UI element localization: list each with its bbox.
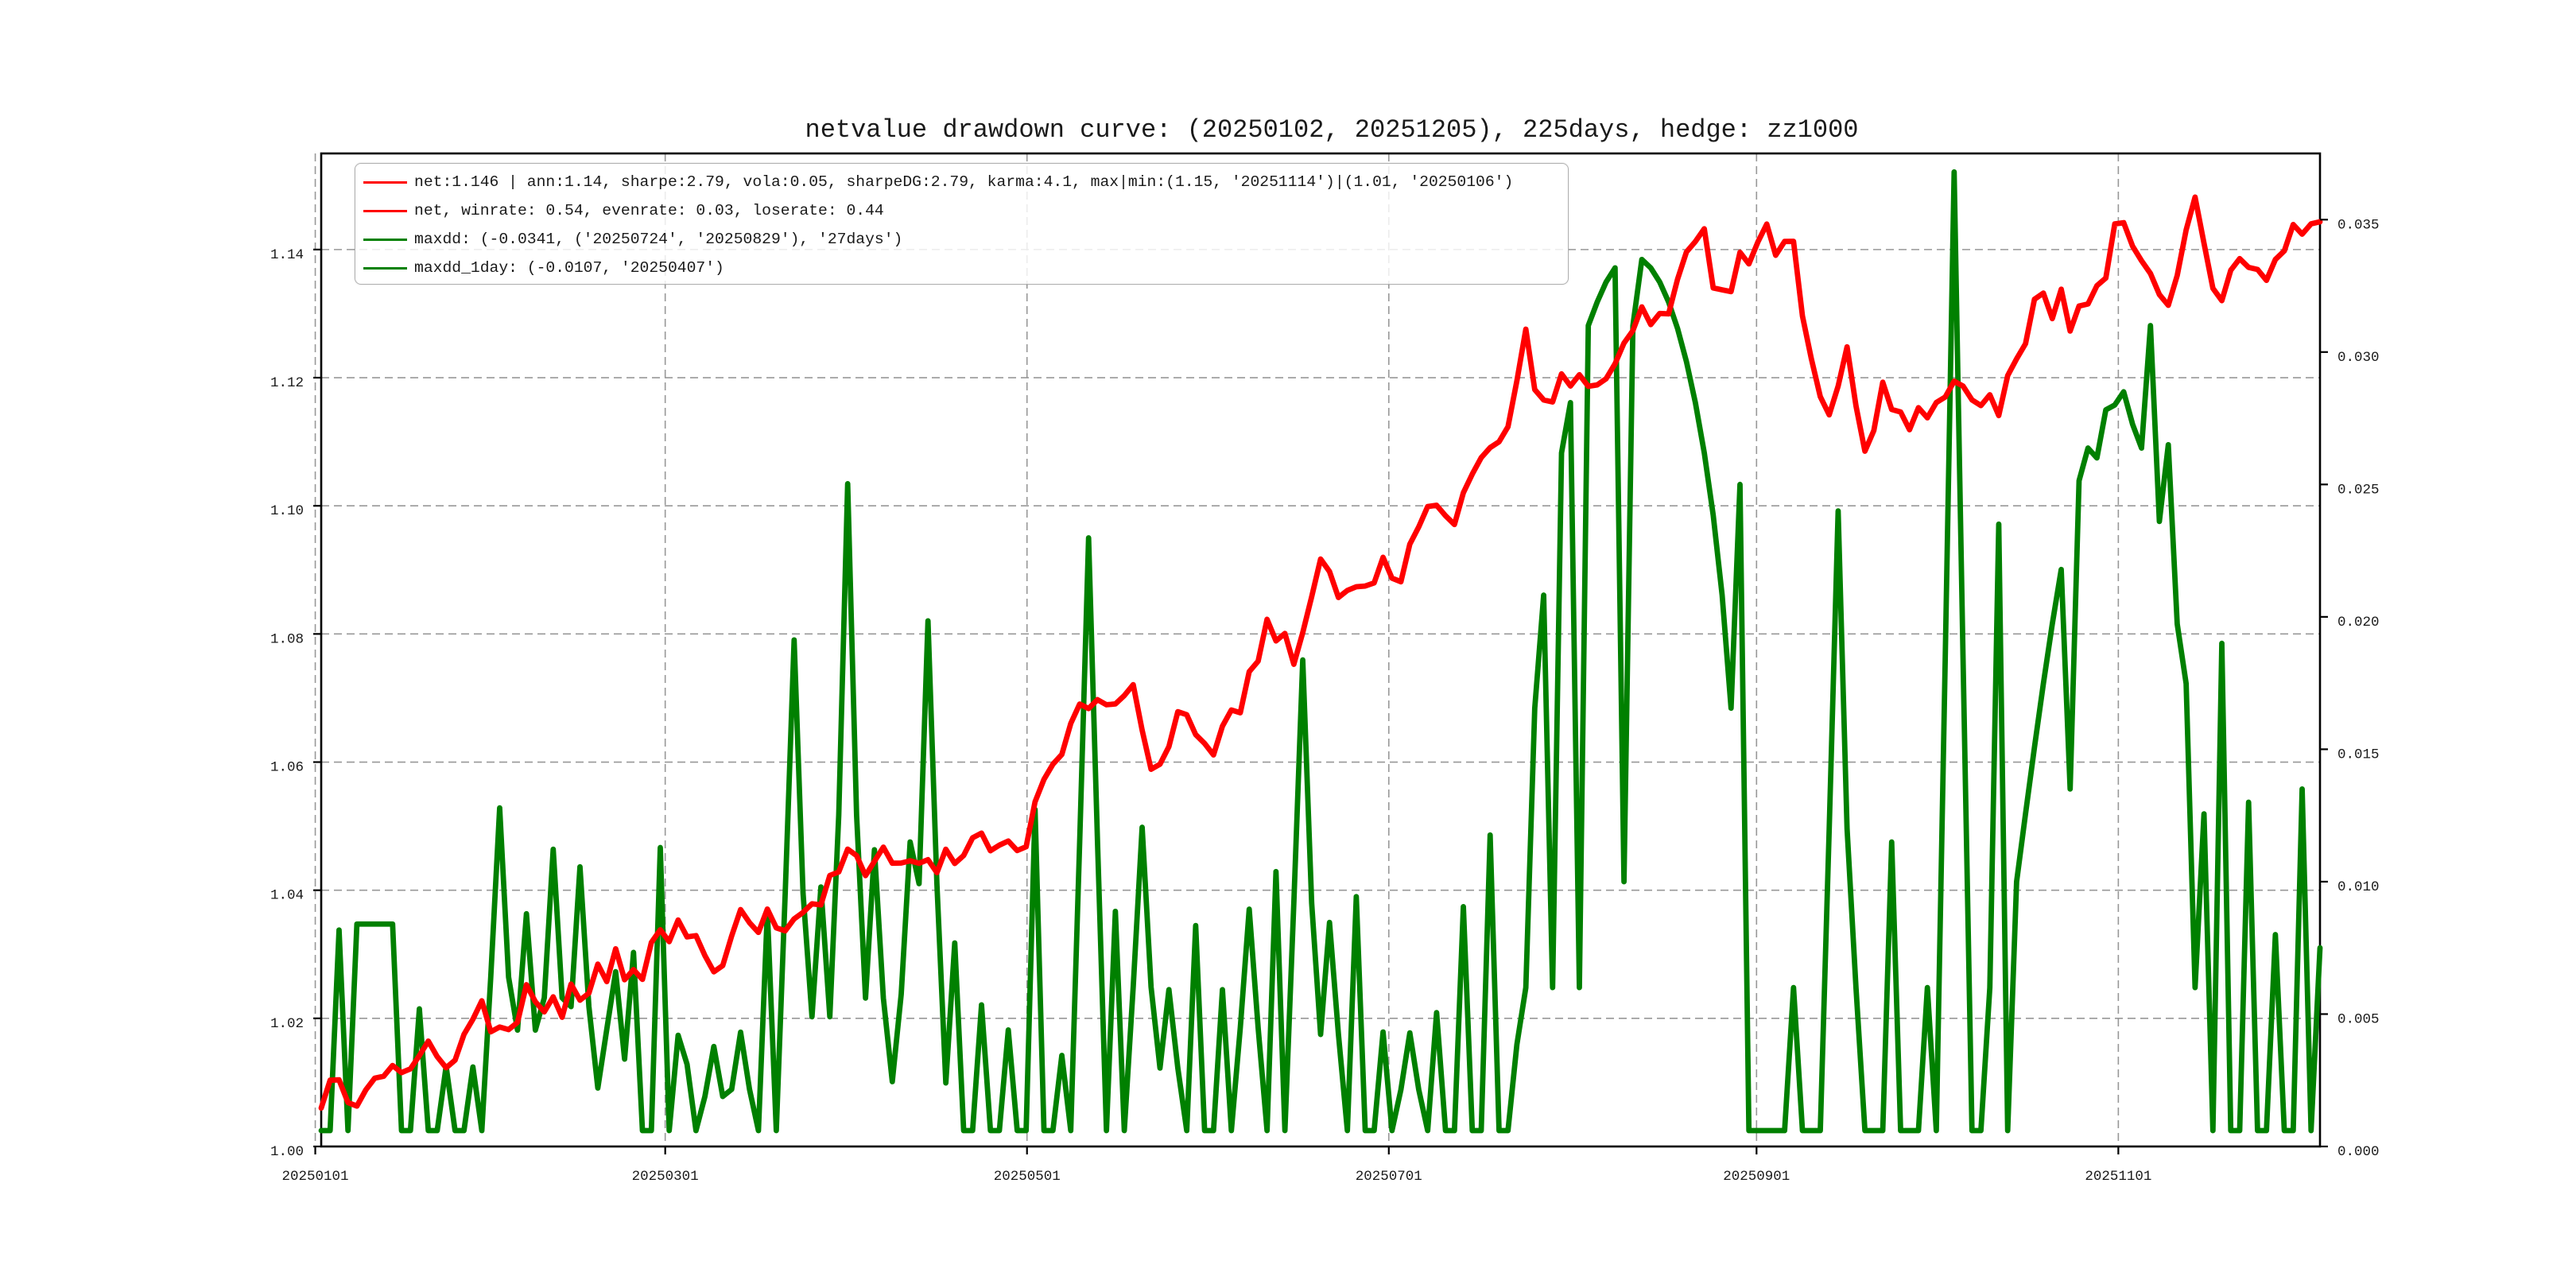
svg-text:0.005: 0.005 xyxy=(2337,1011,2380,1027)
svg-text:1.08: 1.08 xyxy=(270,631,304,647)
svg-text:1.06: 1.06 xyxy=(270,760,304,776)
svg-text:1.00: 1.00 xyxy=(270,1144,304,1160)
svg-text:0.010: 0.010 xyxy=(2337,879,2380,895)
svg-text:1.12: 1.12 xyxy=(270,375,304,391)
svg-text:20250701: 20250701 xyxy=(1356,1169,1422,1185)
svg-text:0.025: 0.025 xyxy=(2337,482,2380,498)
svg-text:0.015: 0.015 xyxy=(2337,747,2380,762)
svg-text:0.020: 0.020 xyxy=(2337,615,2380,630)
svg-text:20251101: 20251101 xyxy=(2085,1169,2151,1185)
svg-text:0.030: 0.030 xyxy=(2337,350,2380,366)
svg-text:0.035: 0.035 xyxy=(2337,217,2380,233)
svg-text:20250301: 20250301 xyxy=(632,1169,699,1185)
svg-text:20250501: 20250501 xyxy=(994,1169,1061,1185)
svg-text:1.10: 1.10 xyxy=(270,503,304,519)
svg-text:1.04: 1.04 xyxy=(270,888,304,904)
svg-text:1.02: 1.02 xyxy=(270,1016,304,1032)
svg-text:20250101: 20250101 xyxy=(282,1169,349,1185)
svg-text:0.000: 0.000 xyxy=(2337,1144,2380,1160)
svg-text:1.14: 1.14 xyxy=(270,247,304,263)
svg-text:20250901: 20250901 xyxy=(1723,1169,1790,1185)
svg-text:netvalue drawdown curve: (2025: netvalue drawdown curve: (20250102, 2025… xyxy=(805,115,1858,145)
